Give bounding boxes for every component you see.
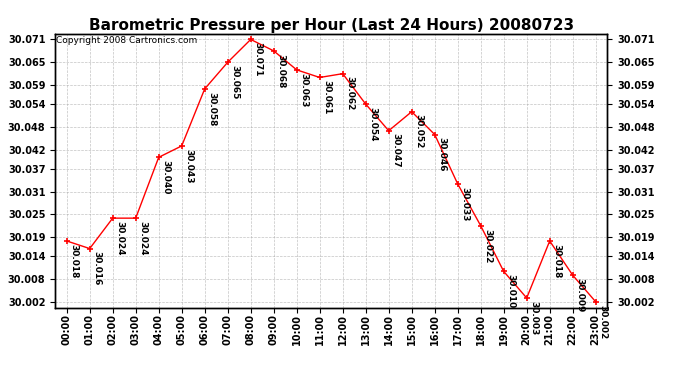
Text: 30.047: 30.047 <box>391 134 400 168</box>
Text: 30.016: 30.016 <box>92 251 101 286</box>
Text: 30.043: 30.043 <box>184 149 193 183</box>
Text: 30.065: 30.065 <box>230 65 239 99</box>
Text: 30.024: 30.024 <box>138 221 147 255</box>
Text: 30.058: 30.058 <box>207 92 216 126</box>
Text: 30.062: 30.062 <box>345 76 354 111</box>
Text: 30.010: 30.010 <box>506 274 515 308</box>
Text: 30.033: 30.033 <box>460 187 469 221</box>
Text: 30.022: 30.022 <box>483 228 492 263</box>
Text: Copyright 2008 Cartronics.com: Copyright 2008 Cartronics.com <box>57 36 197 45</box>
Text: 30.018: 30.018 <box>552 244 561 278</box>
Text: 30.054: 30.054 <box>368 107 377 141</box>
Text: 30.071: 30.071 <box>253 42 262 77</box>
Text: 30.061: 30.061 <box>322 80 331 115</box>
Text: 30.002: 30.002 <box>598 304 607 339</box>
Text: 30.024: 30.024 <box>115 221 124 255</box>
Text: 30.003: 30.003 <box>529 301 538 335</box>
Text: 30.009: 30.009 <box>575 278 584 312</box>
Text: 30.068: 30.068 <box>276 54 285 88</box>
Text: 30.018: 30.018 <box>69 244 78 278</box>
Title: Barometric Pressure per Hour (Last 24 Hours) 20080723: Barometric Pressure per Hour (Last 24 Ho… <box>88 18 574 33</box>
Text: 30.046: 30.046 <box>437 137 446 172</box>
Text: 30.052: 30.052 <box>414 114 423 149</box>
Text: 30.063: 30.063 <box>299 73 308 107</box>
Text: 30.040: 30.040 <box>161 160 170 195</box>
